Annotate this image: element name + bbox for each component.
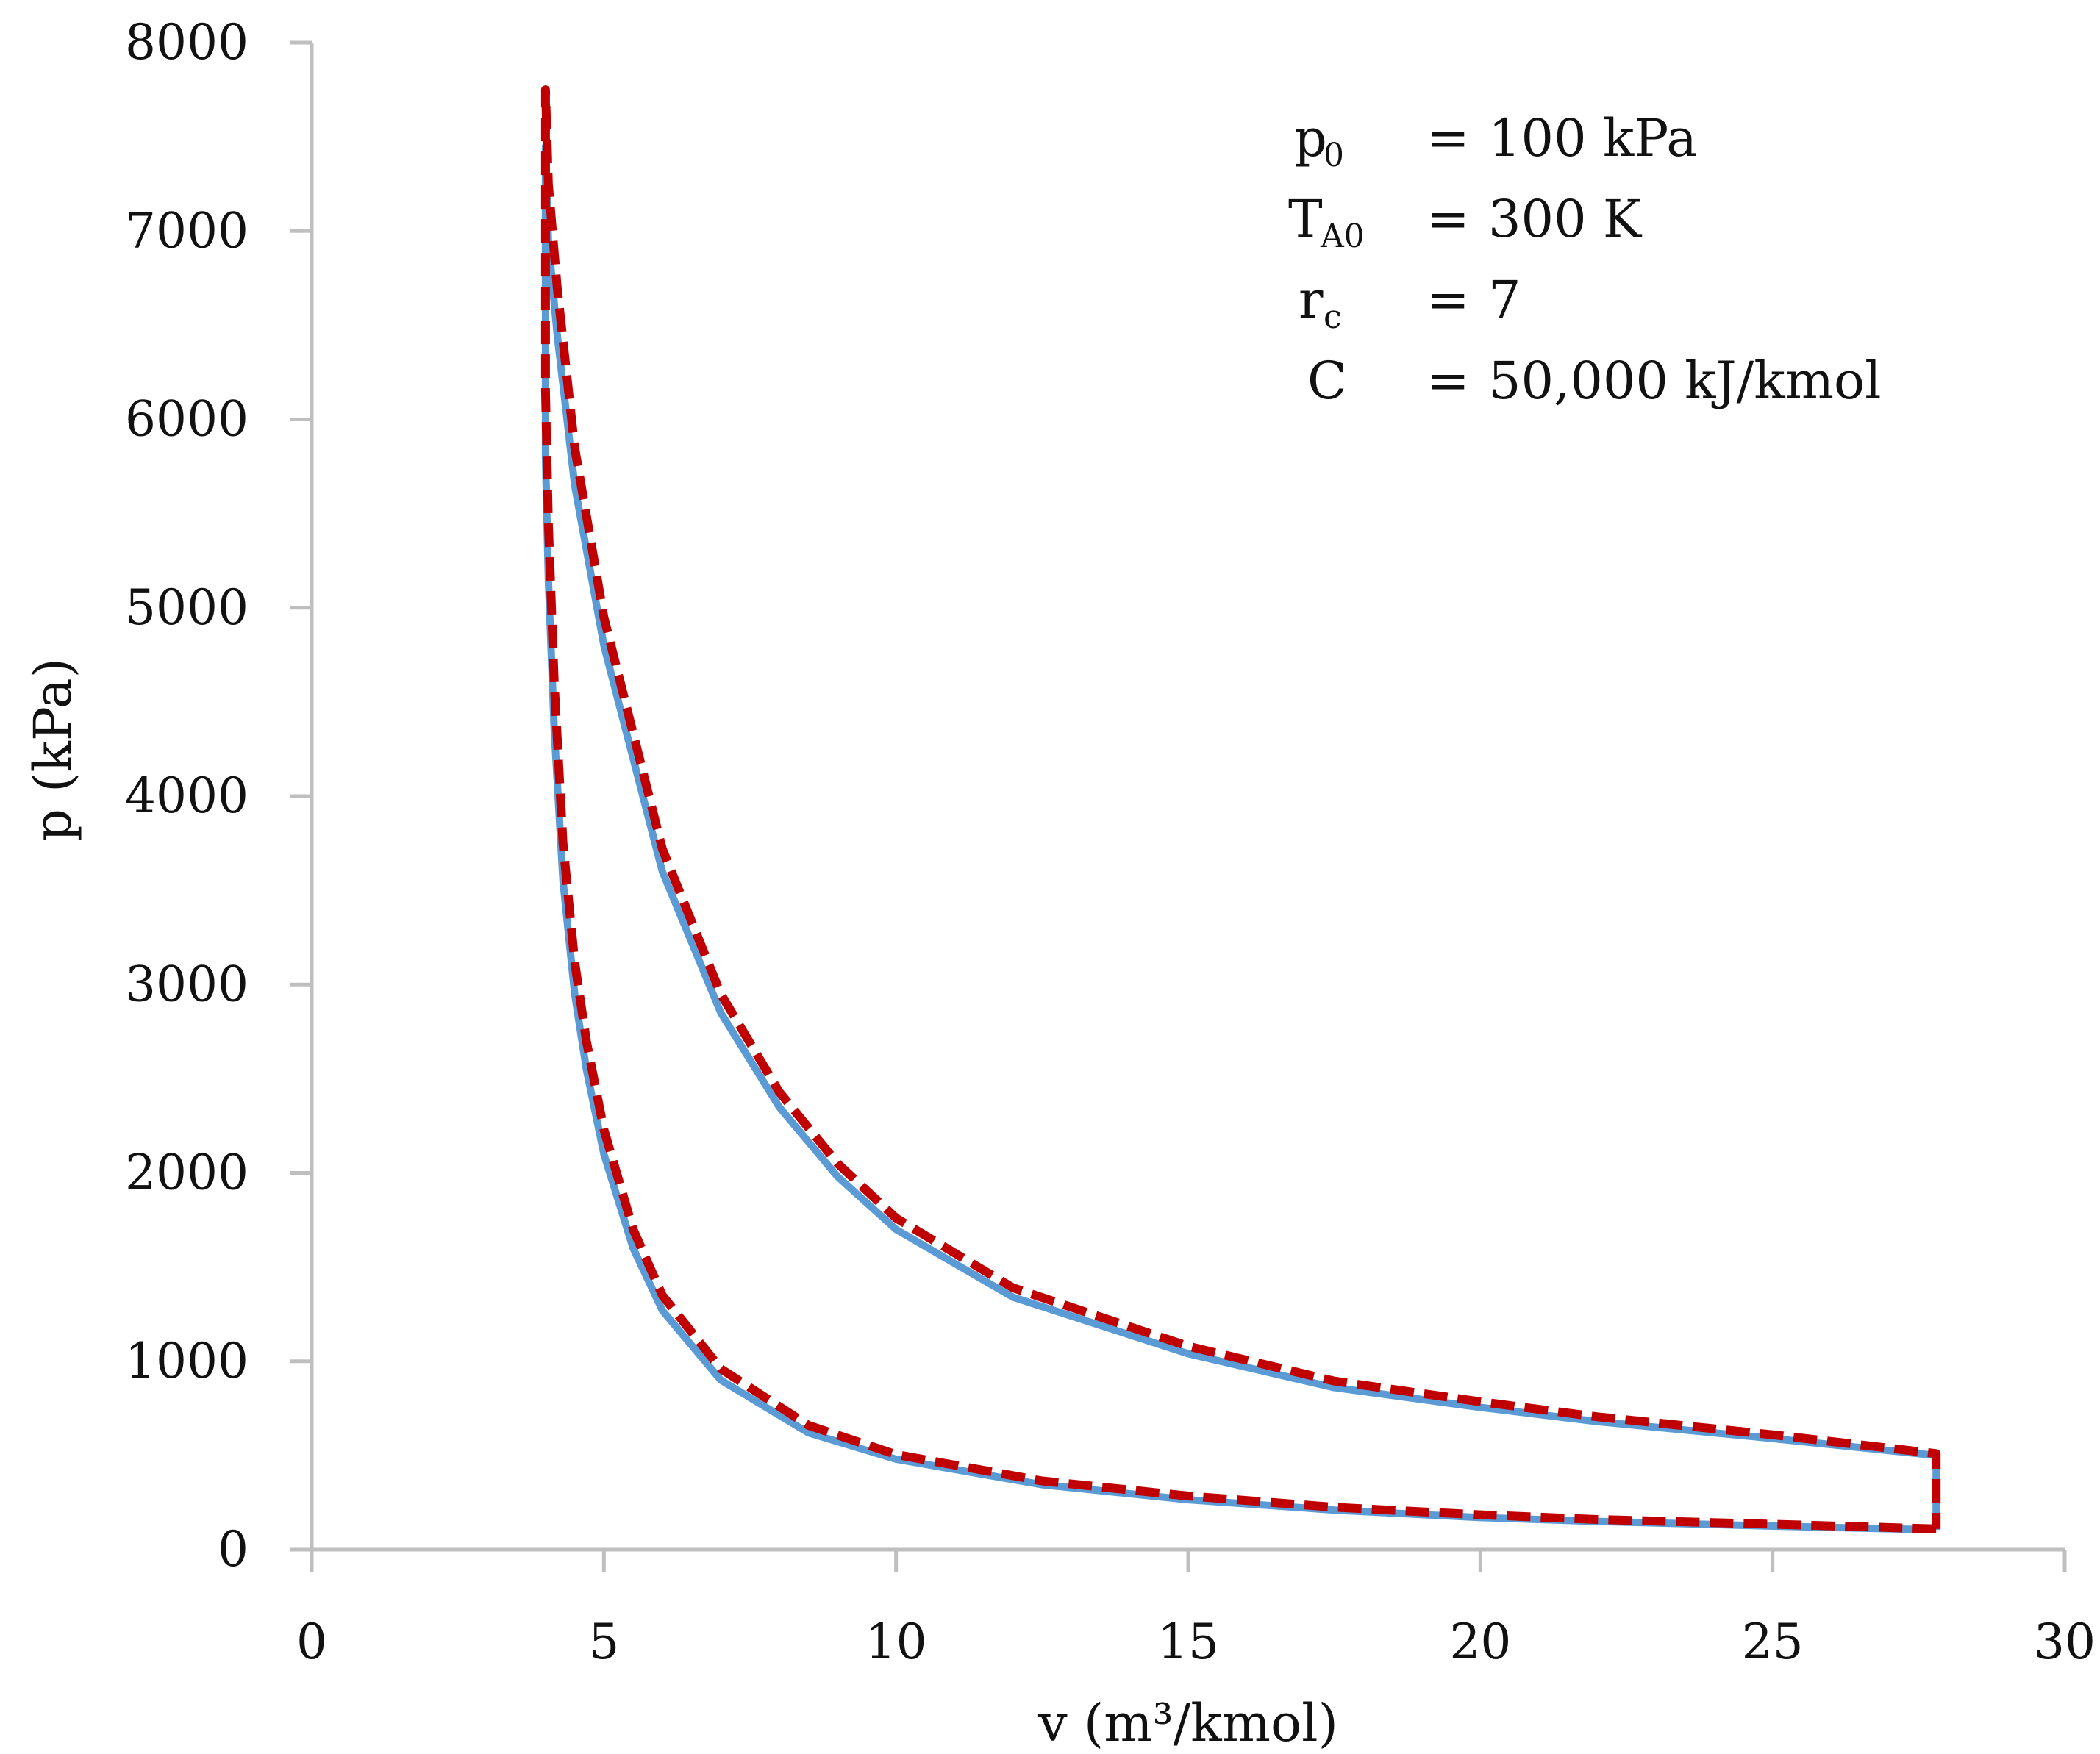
anno-sub-rc: c	[1324, 298, 1342, 336]
x-tick-label: 25	[1742, 1614, 1804, 1670]
anno-eq-p0: =	[1426, 108, 1470, 168]
y-tick-label: 2000	[125, 1145, 249, 1201]
parameter-annotation: p 0 = 100 kPa T A0 = 300 K r c = 7 C = 5…	[1288, 108, 1882, 411]
x-tick-label: 5	[588, 1614, 619, 1670]
y-tick-label: 1000	[125, 1333, 249, 1389]
series-group	[540, 85, 1941, 1534]
y-tick-label: 3000	[125, 956, 249, 1012]
anno-sub-ta0: A0	[1320, 218, 1365, 255]
anno-eq-c: =	[1426, 351, 1470, 411]
anno-value-rc: 7	[1488, 270, 1521, 330]
x-tick-label: 20	[1449, 1614, 1511, 1670]
anno-eq-rc: =	[1426, 270, 1470, 330]
y-tick-label: 0	[218, 1521, 249, 1578]
anno-sub-p0: 0	[1324, 137, 1344, 174]
series-line-series-b-dashed	[540, 85, 1941, 1533]
x-tick-label: 10	[865, 1614, 927, 1670]
anno-symbol-ta0: T	[1288, 189, 1323, 249]
x-axis-title: v (m³/kmol)	[1038, 1693, 1338, 1753]
axes	[310, 43, 2065, 1552]
anno-value-ta0: 300 K	[1488, 189, 1643, 249]
y-tick-label: 7000	[125, 202, 249, 259]
y-tick-label: 5000	[125, 579, 249, 636]
anno-symbol-c: C	[1307, 351, 1347, 411]
anno-symbol-p0: p	[1294, 108, 1327, 168]
anno-eq-ta0: =	[1426, 189, 1470, 249]
x-tick-label: 30	[2034, 1614, 2096, 1670]
y-tick-label: 8000	[125, 14, 249, 71]
x-tick-label: 0	[296, 1614, 327, 1670]
y-axis-title: p (kPa)	[23, 658, 83, 842]
anno-value-c: 50,000 kJ/kmol	[1488, 351, 1882, 411]
tick-labels: 0 1000 2000 3000 4000 5000 6000 7000 8000 0 5 10 15 2…	[125, 14, 2096, 1670]
tick-marks	[290, 40, 2067, 1572]
y-tick-label: 4000	[125, 767, 249, 824]
x-tick-label: 15	[1157, 1614, 1219, 1670]
anno-value-p0: 100 kPa	[1488, 108, 1697, 168]
y-tick-label: 6000	[125, 391, 249, 448]
anno-symbol-rc: r	[1299, 270, 1324, 330]
